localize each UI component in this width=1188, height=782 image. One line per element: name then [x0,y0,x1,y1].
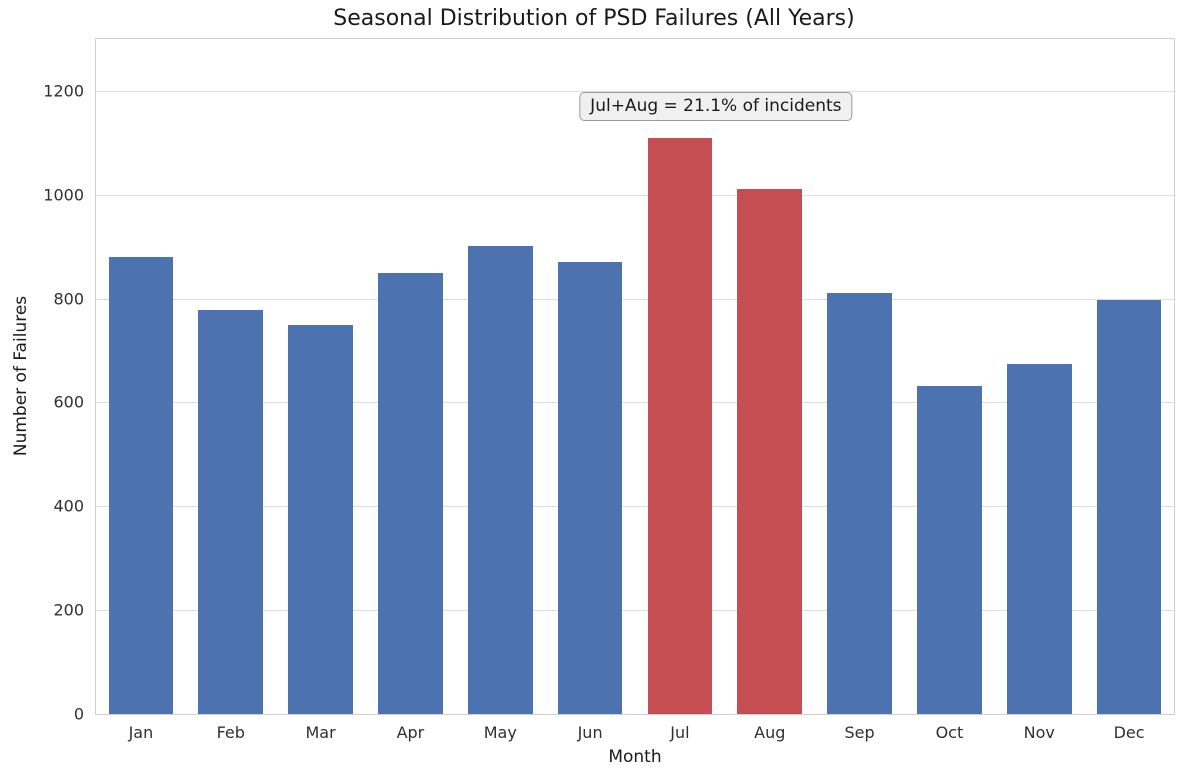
y-axis-tick-label-1200: 1200 [43,81,84,101]
x-axis-tick-label-sep: Sep [844,723,875,742]
x-axis-label: Month [608,747,662,767]
bar-mar [288,324,353,714]
bar-feb [198,310,264,714]
bar-dec [1096,299,1162,714]
bar-jan [108,257,174,714]
x-axis-tick-label-apr: Apr [396,723,425,742]
bar-jun [557,262,623,714]
x-axis-tick-label-jul: Jul [670,723,690,742]
gridline-1000 [96,194,1174,196]
annotation-box: Jul+Aug = 21.1% of incidents [579,92,853,121]
x-axis-tick-label-dec: Dec [1113,723,1145,742]
x-axis-tick-label-jun: Jun [577,723,603,742]
gridline-200 [96,610,1174,612]
y-axis-tick-label-200: 200 [53,600,84,620]
gridline-400 [96,506,1174,508]
x-axis-tick-label-feb: Feb [216,723,245,742]
y-axis-tick-label-0: 0 [73,704,84,724]
gridline-800 [96,298,1174,300]
gridline-600 [96,402,1174,404]
x-axis-tick-label-nov: Nov [1023,723,1055,742]
x-axis-tick-label-mar: Mar [305,723,336,742]
y-axis-label: Number of Failures [11,295,31,457]
y-axis-tick-label-600: 600 [53,392,84,412]
x-axis-tick-label-may: May [483,723,517,742]
bar-sep [827,293,892,714]
bar-may [467,245,533,714]
bar-jul [647,137,713,714]
x-axis-tick-label-oct: Oct [935,723,964,742]
bar-aug [737,188,803,714]
y-axis-tick-label-800: 800 [53,289,84,309]
gridline-1200 [96,90,1174,92]
chart-title: Seasonal Distribution of PSD Failures (A… [333,6,855,31]
plot-area: Jul+Aug = 21.1% of incidents 0 200 400 600 8… [43,38,1175,742]
bar-nov [1006,363,1072,714]
bar-oct [917,385,982,714]
x-axis-tick-label-jan: Jan [128,723,154,742]
x-axis-tick-label-aug: Aug [754,723,786,742]
y-axis-tick-label-1000: 1000 [43,185,84,205]
y-axis-tick-label-400: 400 [53,496,84,516]
bar-apr [378,272,443,714]
